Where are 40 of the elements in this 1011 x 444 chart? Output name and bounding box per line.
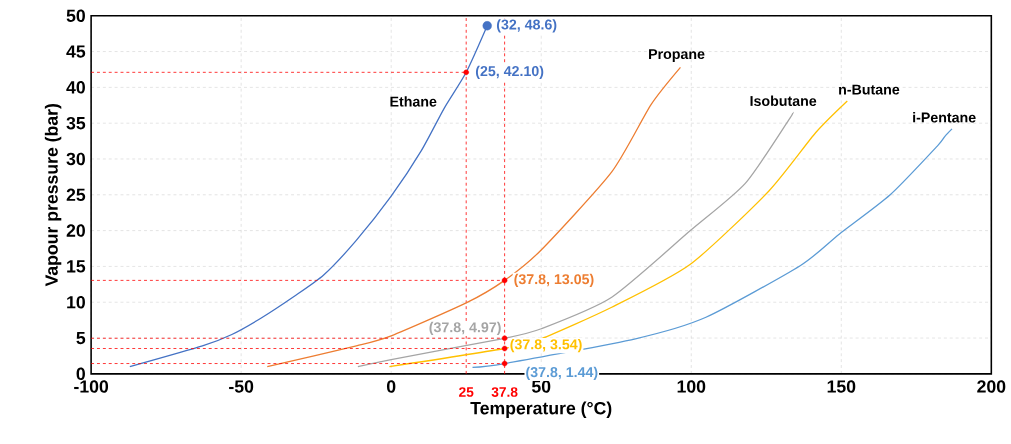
series-label: Propane bbox=[649, 49, 705, 63]
point bbox=[501, 335, 508, 342]
y-axis-title: Vapour pressure (bar) bbox=[44, 104, 62, 287]
x-tick-label: 100 bbox=[677, 380, 706, 393]
point bbox=[501, 360, 508, 367]
line-series bbox=[266, 66, 682, 368]
annotation: (37.8, 4.97) bbox=[429, 322, 501, 336]
y-tick-label: 35 bbox=[66, 117, 86, 130]
annotation: (25, 42.10) bbox=[475, 65, 544, 80]
y-tick-label: 0 bbox=[76, 367, 85, 381]
annotation: (37.8, 1.44) bbox=[526, 366, 598, 381]
annotation: (37.8, 13.05) bbox=[514, 273, 594, 288]
point bbox=[501, 345, 508, 352]
x-tick-label: -100 bbox=[74, 380, 109, 393]
annotation: (32, 48.6) bbox=[496, 19, 557, 33]
line-series bbox=[357, 111, 794, 368]
y-tick-label: 20 bbox=[66, 224, 85, 237]
series-label: Ethane bbox=[390, 96, 437, 107]
ref-line-label: 25 bbox=[459, 387, 474, 398]
y-tick-label: 25 bbox=[66, 188, 86, 202]
point bbox=[501, 277, 508, 284]
x-tick-label: -50 bbox=[229, 380, 254, 393]
y-tick-label: 15 bbox=[67, 260, 86, 273]
series-label: Isobutane bbox=[750, 95, 817, 107]
y-tick-label: 5 bbox=[76, 332, 86, 345]
y-tick-label: 50 bbox=[66, 9, 85, 23]
x-tick-label: 150 bbox=[827, 380, 856, 393]
series-label: n-Butane bbox=[839, 84, 900, 95]
series-label: i-Pentane bbox=[913, 112, 976, 123]
x-tick-label: 200 bbox=[977, 380, 1006, 393]
point bbox=[482, 21, 492, 31]
y-tick-label: 30 bbox=[66, 152, 85, 166]
x-tick-label: 0 bbox=[386, 380, 396, 393]
ref-line-label: 37.8 bbox=[491, 387, 518, 398]
y-tick-label: 45 bbox=[66, 45, 86, 58]
annotation: (37.8, 3.54) bbox=[510, 339, 582, 353]
point bbox=[463, 69, 469, 76]
y-tick-label: 10 bbox=[67, 296, 85, 309]
x-axis-title: Temperature (°C) bbox=[470, 401, 612, 419]
y-tick-label: 40 bbox=[66, 81, 85, 94]
